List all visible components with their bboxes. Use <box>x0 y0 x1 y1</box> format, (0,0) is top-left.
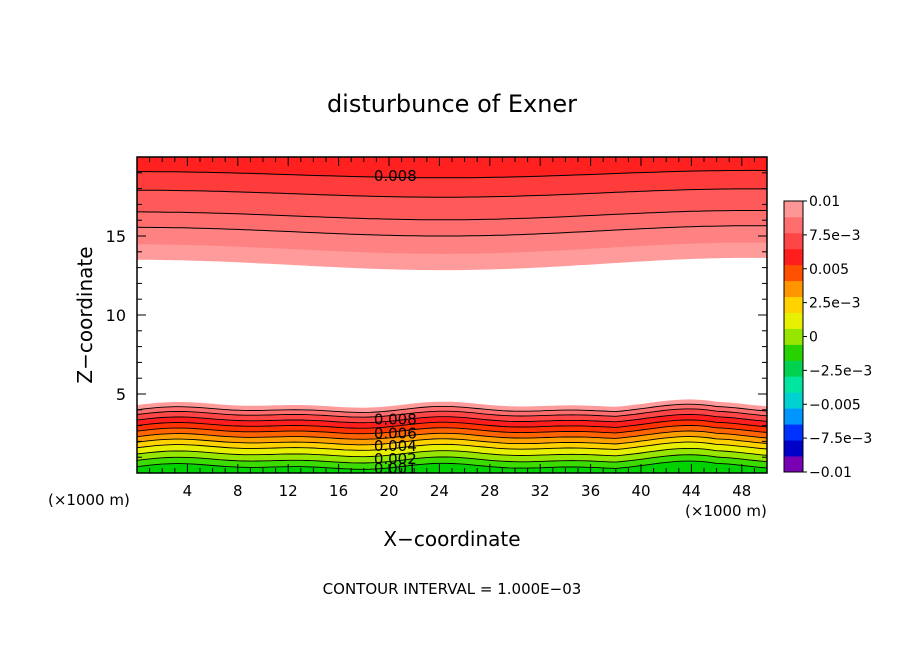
upper-contour-line-2 <box>137 225 767 237</box>
colorbar-tick-label: −2.5e−3 <box>809 363 872 379</box>
lower-contour-line-9 <box>137 408 767 418</box>
lower-contour-line-10 <box>137 403 767 413</box>
colorbar-tick-labels: 0.01 7.5e−3 0.005 2.5e−3 0 −2.5e−3 −0.005 −7.5e… <box>803 194 872 481</box>
x-tick-label: 24 <box>430 482 449 500</box>
colorbar-segment <box>784 440 803 457</box>
colorbar-segment <box>784 296 803 313</box>
colorbar <box>783 200 804 473</box>
x-unit-left: (×1000 m) <box>48 491 130 509</box>
lower-band-0 <box>137 461 767 473</box>
contour-label-1: 0.008 <box>374 410 417 428</box>
lower-contour-line-3 <box>137 441 767 451</box>
x-axis-label: X−coordinate <box>383 527 520 551</box>
colorbar-segment <box>784 376 803 393</box>
lower-contour-line-4 <box>137 436 767 446</box>
contour-label-0: 0.008 <box>374 167 417 185</box>
colorbar-tick-label: −0.01 <box>809 465 852 481</box>
upper-contour-line-4 <box>137 188 767 198</box>
x-tick-label: 44 <box>682 482 701 500</box>
colorbar-segment <box>784 201 803 218</box>
x-tick-label: 20 <box>379 482 398 500</box>
x-tick-label: 48 <box>732 482 751 500</box>
contour-label-4: 0.002 <box>374 450 417 468</box>
lower-contour-line-7 <box>137 419 767 429</box>
x-tick-label: 40 <box>631 482 650 500</box>
colorbar-tick-label: 2.5e−3 <box>809 296 861 312</box>
colorbar-segment <box>784 392 803 409</box>
contour-lines <box>137 169 767 470</box>
y-tick-labels: 5 10 15 <box>106 227 126 404</box>
x-tick-label: 8 <box>233 482 243 500</box>
x-tick-label: 12 <box>279 482 298 500</box>
colorbar-segment <box>784 408 803 425</box>
colorbar-segment <box>784 232 803 250</box>
x-tick-label: 32 <box>531 482 550 500</box>
upper-band-5 <box>137 157 767 178</box>
axis-ticks <box>137 157 767 473</box>
contour-label-5: 0.001 <box>374 459 417 477</box>
x-tick-label: 28 <box>480 482 499 500</box>
y-tick-label: 15 <box>106 227 126 246</box>
colorbar-tick-label: 7.5e−3 <box>809 228 861 244</box>
x-tick-label: 4 <box>183 482 193 500</box>
lower-contour-line-8 <box>137 413 767 424</box>
colorbar-tick-label: −7.5e−3 <box>809 431 872 447</box>
lower-contour-line-6 <box>137 425 767 435</box>
x-tick-label: 36 <box>581 482 600 500</box>
lower-contour-line-2 <box>137 447 767 458</box>
contour-label-3: 0.004 <box>374 437 417 455</box>
colorbar-segment <box>784 328 803 345</box>
contour-interval-note: CONTOUR INTERVAL = 1.000E−03 <box>323 580 582 598</box>
colorbar-segment <box>784 312 803 329</box>
colorbar-tick-label: 0.005 <box>809 262 849 278</box>
lower-contour-line-1 <box>137 454 767 464</box>
x-tick-labels: 4 8 12 16 20 24 28 32 36 40 44 48 <box>183 482 752 500</box>
chart-title: disturbunce of Exner <box>327 90 577 118</box>
colorbar-tick-label: 0 <box>809 330 818 346</box>
colorbar-segment <box>784 456 803 473</box>
x-tick-label: 16 <box>329 482 348 500</box>
contour-label-2: 0.006 <box>374 425 417 443</box>
colorbar-tick-label: −0.005 <box>809 397 861 413</box>
colorbar-segment <box>784 360 803 377</box>
colorbar-segment <box>784 344 803 361</box>
lower-contour-line-0 <box>137 460 767 470</box>
colorbar-segment <box>784 280 803 298</box>
y-tick-label: 10 <box>106 306 126 325</box>
lower-contour-line-5 <box>137 430 767 440</box>
colorbar-segment <box>784 216 803 234</box>
upper-contour-line-5 <box>137 169 767 179</box>
colorbar-segment <box>784 248 803 266</box>
colorbar-segment <box>784 264 803 282</box>
y-tick-label: 5 <box>116 385 126 404</box>
upper-contour-line-3 <box>137 210 767 221</box>
colorbar-tick-label: 0.01 <box>809 194 840 210</box>
y-axis-label: Z−coordinate <box>73 246 97 383</box>
colorbar-segment <box>784 424 803 441</box>
x-unit-right: (×1000 m) <box>685 502 767 520</box>
